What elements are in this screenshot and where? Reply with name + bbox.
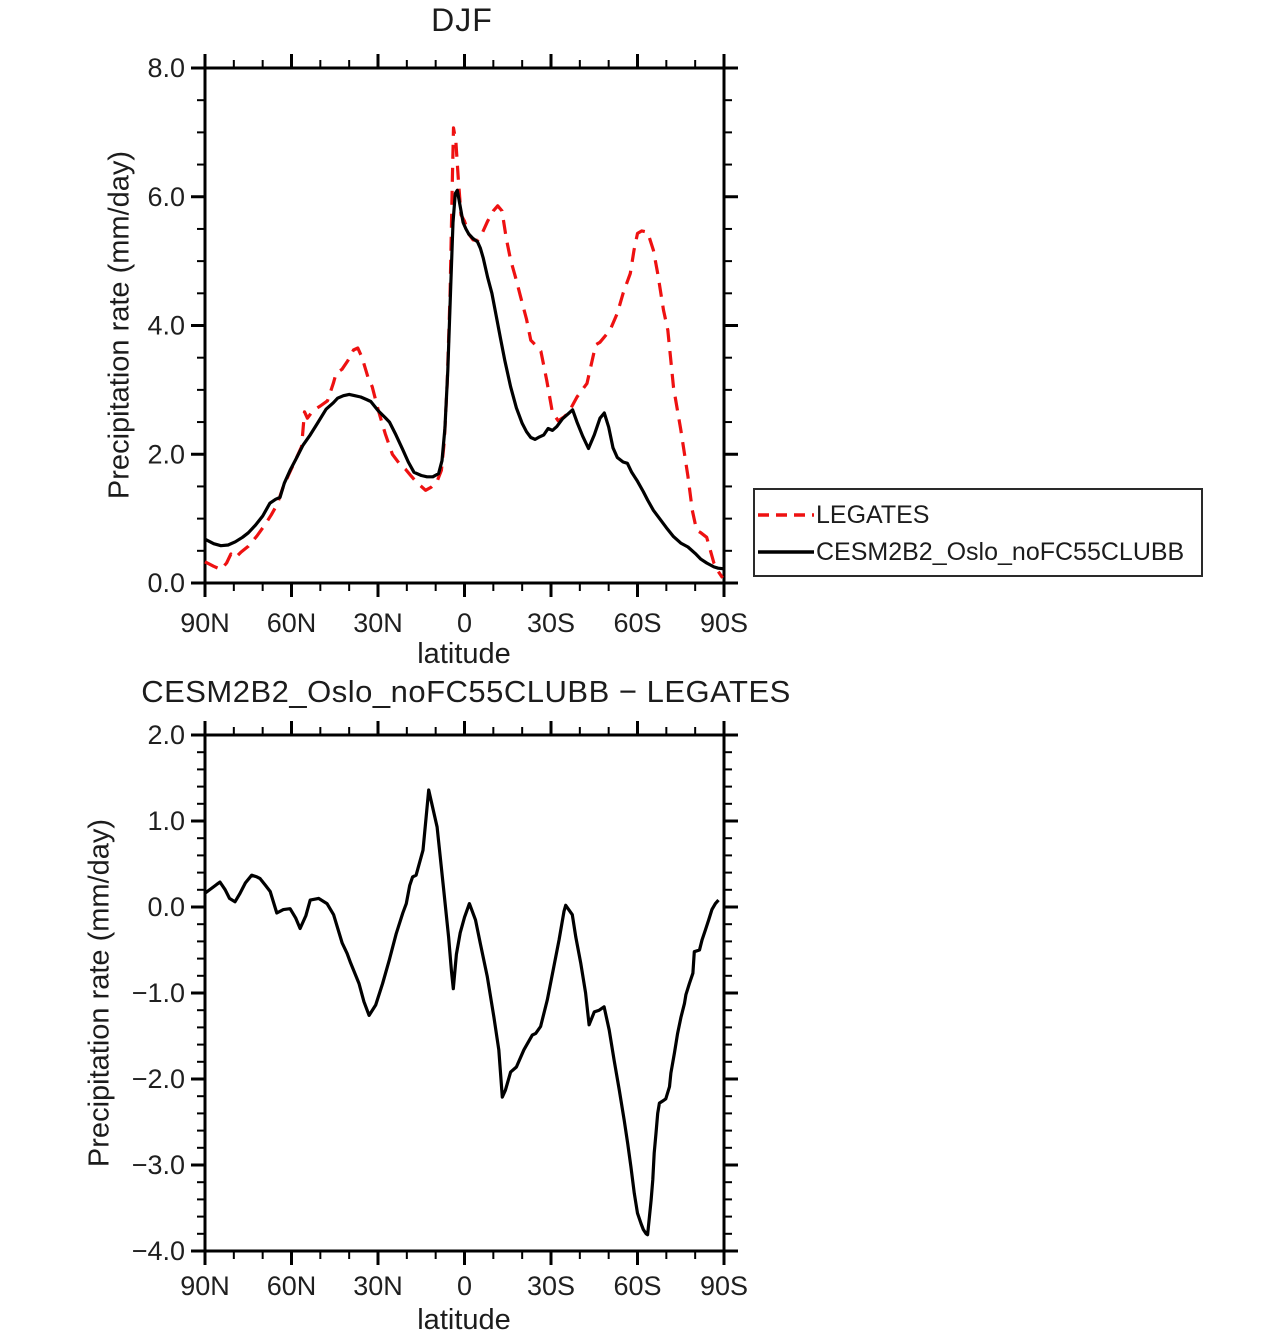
x-tick-label: 60N — [267, 608, 317, 638]
legend-entry-legates: LEGATES — [757, 500, 929, 530]
top-plot-axes: 90N 60N 30N 0 30S 60S 90S 0.0 2.0 4.0 6.0 8.0 — [147, 53, 748, 638]
bottom-plot-x-axis-title: latitude — [417, 1304, 511, 1336]
x-tick-label: 90S — [700, 1271, 748, 1301]
legend-label-cesm: CESM2B2_Oslo_noFC55CLUBB — [816, 537, 1185, 566]
series-line-cesm2b2-oslo-nofc55clubb — [204, 188, 725, 571]
top-plot-y-axis-title: Precipitation rate (mm/day) — [103, 150, 136, 500]
y-tick-label: −2.0 — [132, 1064, 185, 1094]
y-tick-label: 0.0 — [147, 892, 185, 922]
x-tick-label: 30N — [353, 1271, 403, 1301]
x-tick-label: 0 — [457, 1271, 472, 1301]
solid-line-icon — [758, 550, 814, 554]
y-tick-label: 0.0 — [147, 568, 185, 598]
x-tick-label: 90N — [180, 1271, 230, 1301]
x-tick-label: 60N — [267, 1271, 317, 1301]
y-tick-label: 6.0 — [147, 182, 185, 212]
y-tick-label: −3.0 — [132, 1150, 185, 1180]
y-tick-label: 1.0 — [147, 806, 185, 836]
dashed-line-icon — [758, 513, 814, 517]
x-tick-label: 30S — [527, 608, 575, 638]
bottom-plot-y-axis-title: Precipitation rate (mm/day) — [83, 818, 116, 1168]
legend-label-legates: LEGATES — [816, 500, 930, 529]
top-plot-x-axis-title: latitude — [417, 638, 511, 670]
x-tick-label: 90S — [700, 608, 748, 638]
x-tick-label: 60S — [613, 608, 661, 638]
x-tick-label: 60S — [613, 1271, 661, 1301]
y-tick-label: −4.0 — [132, 1236, 185, 1266]
y-tick-label: −1.0 — [132, 978, 185, 1008]
series-line-cesm2b2-oslo-nofc55clubb-legates — [204, 788, 720, 1237]
top-plot-title: DJF — [431, 2, 493, 38]
bottom-plot-axes: 90N 60N 30N 0 30S 60S 90S −4.0 −3.0 −2.0 −1.0 0.0 1.… — [132, 720, 748, 1301]
y-tick-label: 4.0 — [147, 311, 185, 341]
y-tick-label: 2.0 — [147, 439, 185, 469]
y-tick-label: 2.0 — [147, 720, 185, 750]
legend-entry-cesm: CESM2B2_Oslo_noFC55CLUBB — [757, 537, 1184, 567]
x-tick-label: 30N — [353, 608, 403, 638]
x-tick-label: 30S — [527, 1271, 575, 1301]
series-line-legates — [204, 126, 724, 579]
bottom-plot-title: CESM2B2_Oslo_noFC55CLUBB − LEGATES — [141, 674, 791, 709]
x-tick-label: 0 — [457, 608, 472, 638]
y-tick-label: 8.0 — [147, 53, 185, 83]
x-tick-label: 90N — [180, 608, 230, 638]
legend: LEGATES CESM2B2_Oslo_noFC55CLUBB — [753, 488, 1203, 577]
